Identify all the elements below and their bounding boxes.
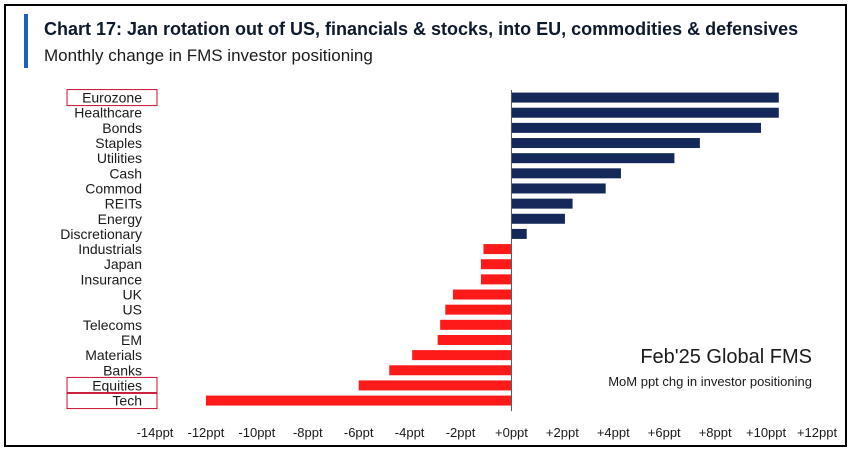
bar-materials — [412, 350, 512, 361]
category-label-japan: Japan — [104, 256, 142, 272]
bar-banks — [389, 365, 512, 376]
chart-title: Chart 17: Jan rotation out of US, financ… — [44, 19, 799, 39]
bar-energy — [511, 213, 565, 224]
bar-telecoms — [440, 319, 512, 330]
bar-industrials — [483, 244, 512, 255]
bar-reits — [511, 198, 573, 209]
chart-subtitle: Monthly change in FMS investor positioni… — [44, 46, 373, 65]
annotation-subtext: MoM ppt chg in investor positioning — [608, 374, 812, 389]
title-accent-bar — [24, 14, 28, 68]
x-tick-label: +2ppt — [546, 425, 579, 440]
x-tick-label: +12ppt — [797, 425, 838, 440]
bar-eurozone — [511, 92, 779, 103]
x-tick-label: +0ppt — [495, 425, 528, 440]
x-tick-label: +10ppt — [746, 425, 787, 440]
bar-tech — [205, 395, 512, 406]
category-label-uk: UK — [123, 287, 143, 303]
category-label-eurozone: Eurozone — [82, 90, 142, 106]
category-label-industrials: Industrials — [78, 241, 142, 257]
category-label-utilities: Utilities — [97, 150, 142, 166]
bar-equities — [358, 380, 512, 391]
category-label-reits: REITs — [105, 196, 142, 212]
highlight-boxes — [66, 89, 158, 410]
category-label-insurance: Insurance — [81, 271, 143, 287]
highlight-box-tech — [66, 392, 158, 410]
bar-staples — [511, 138, 700, 149]
x-tick-label: -14ppt — [137, 425, 174, 440]
category-label-materials: Materials — [85, 347, 142, 363]
bar-discretionary — [511, 228, 527, 239]
x-tick-label: +8ppt — [699, 425, 732, 440]
category-label-banks: Banks — [103, 362, 142, 378]
category-label-telecoms: Telecoms — [83, 317, 142, 333]
category-label-em: EM — [121, 332, 142, 348]
bars-group — [205, 92, 779, 406]
category-label-healthcare: Healthcare — [74, 105, 142, 121]
x-tick-label: -8ppt — [293, 425, 323, 440]
highlight-box-equities — [66, 376, 158, 394]
x-tick-label: -10ppt — [238, 425, 275, 440]
bar-japan — [480, 259, 512, 270]
x-tick-label: -4ppt — [395, 425, 425, 440]
category-label-staples: Staples — [95, 135, 142, 151]
bar-us — [445, 304, 512, 315]
category-label-equities: Equities — [92, 377, 142, 393]
bar-bonds — [511, 122, 761, 133]
bar-healthcare — [511, 107, 779, 118]
bar-utilities — [511, 153, 675, 164]
x-tick-label: -12ppt — [187, 425, 224, 440]
category-label-us: US — [123, 302, 142, 318]
category-label-tech: Tech — [112, 393, 142, 409]
bar-cash — [511, 168, 621, 179]
x-tick-label: -6ppt — [344, 425, 374, 440]
x-tick-label: +6ppt — [648, 425, 681, 440]
bar-commod — [511, 183, 606, 194]
category-label-commod: Commod — [85, 180, 142, 196]
category-label-cash: Cash — [109, 165, 142, 181]
category-label-discretionary: Discretionary — [60, 226, 142, 242]
bar-uk — [452, 289, 512, 300]
x-tick-label: +4ppt — [597, 425, 630, 440]
category-label-bonds: Bonds — [102, 120, 142, 136]
annotation-heading: Feb'25 Global FMS — [640, 346, 812, 368]
x-tick-label: -2ppt — [446, 425, 476, 440]
category-labels: EurozoneHealthcareBondsStaplesUtilitiesC… — [60, 90, 142, 409]
highlight-box-eurozone — [66, 89, 158, 107]
category-label-energy: Energy — [98, 211, 142, 227]
bar-em — [437, 334, 512, 345]
bar-insurance — [480, 274, 512, 285]
x-tick-labels: -14ppt -12ppt -10ppt -8ppt -6ppt -4ppt -2ppt +0… — [137, 425, 838, 440]
